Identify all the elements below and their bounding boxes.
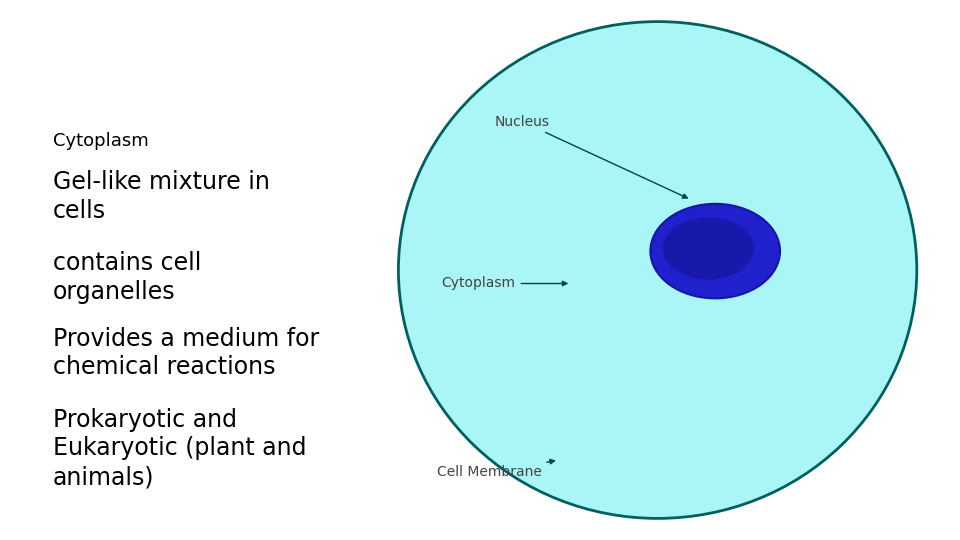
Ellipse shape [398,22,917,518]
Text: Cytoplasm: Cytoplasm [442,276,566,291]
Text: Cell Membrane: Cell Membrane [437,460,555,480]
Text: Gel-like mixture in
cells: Gel-like mixture in cells [53,170,270,223]
Text: Cytoplasm: Cytoplasm [53,132,149,150]
Ellipse shape [662,217,755,280]
Text: Nucleus: Nucleus [494,114,687,198]
Text: contains cell
organelles: contains cell organelles [53,251,202,304]
Text: Prokaryotic and
Eukaryotic (plant and
animals): Prokaryotic and Eukaryotic (plant and an… [53,408,306,489]
Text: Provides a medium for
chemical reactions: Provides a medium for chemical reactions [53,327,319,380]
Ellipse shape [651,204,780,298]
